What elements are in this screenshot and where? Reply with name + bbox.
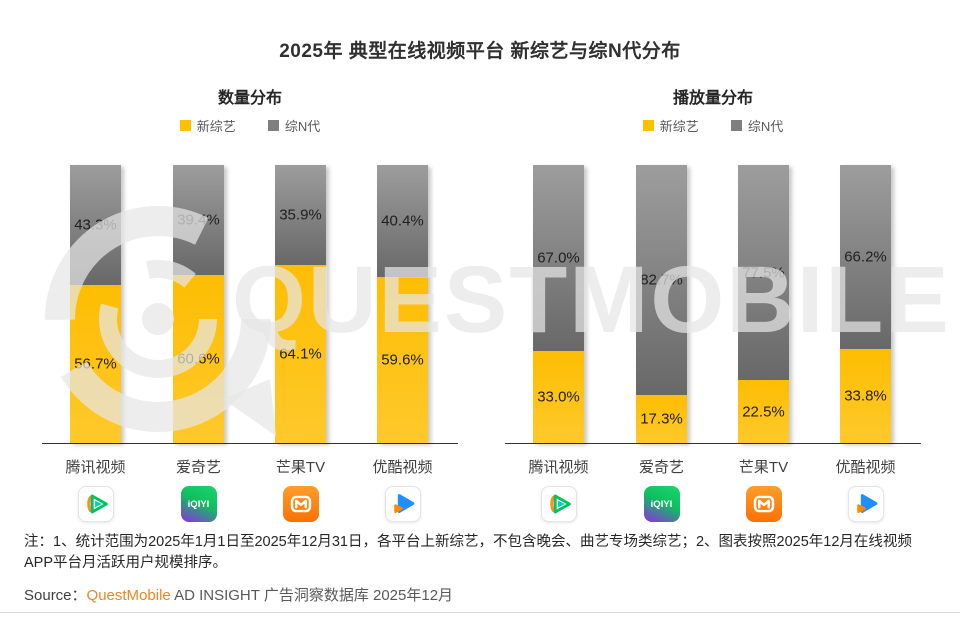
category-label: 优酷视频: [372, 459, 433, 476]
segment-new-variety: 60.6%: [173, 275, 224, 443]
page-title: 2025年 典型在线视频平台 新综艺与综N代分布: [279, 41, 681, 62]
platform-icon-slot: [282, 486, 319, 522]
legend-label: 新综艺: [659, 119, 699, 134]
segment-returning-variety: 39.4%: [173, 165, 224, 275]
segment-new-variety: 64.1%: [275, 265, 326, 443]
stacked-bar-优酷视频: 40.4% 59.6%: [377, 165, 428, 443]
legend-item-new-variety: 新综艺: [179, 116, 236, 135]
segment-value-label: 56.7%: [74, 355, 117, 373]
platform-icon-slot: [847, 486, 884, 522]
source-brand: QuestMobile: [86, 587, 171, 604]
chart-quantity-distribution: 数量分布 新综艺 综N代 43.3% 56.7% 39.4% 60.6% 35.9% 64…: [42, 84, 458, 530]
segment-value-label: 67.0%: [537, 249, 580, 267]
stacked-bar-腾讯视频: 67.0% 33.0%: [533, 165, 584, 443]
segment-value-label: 33.8%: [844, 387, 887, 405]
stacked-bar-腾讯视频: 43.3% 56.7%: [70, 165, 121, 443]
legend-item-returning-variety: 综N代: [267, 116, 321, 135]
platform-icon-slot: [745, 486, 782, 522]
segment-value-label: 17.3%: [640, 410, 683, 428]
category-axis: 腾讯视频 爱奇艺 芒果TV 优酷视频: [42, 456, 458, 476]
youku-icon: [847, 486, 884, 522]
iqiyi-wordmark: iQIYI: [187, 498, 210, 510]
segment-new-variety: 56.7%: [70, 285, 121, 443]
platform-icons-row: iQIYI: [505, 486, 921, 526]
legend: 新综艺 综N代: [505, 116, 921, 135]
youku-icon: [384, 486, 421, 522]
segment-value-label: 33.0%: [537, 388, 580, 406]
footnote: 注：1、统计范围为2025年1月1日至2025年12月31日，各平台上新综艺，不…: [24, 534, 912, 571]
platform-icon-slot: [77, 486, 114, 522]
segment-value-label: 60.6%: [177, 350, 220, 368]
source-prefix: Source：: [24, 587, 87, 604]
segment-value-label: 82.7%: [640, 271, 683, 289]
chart-subtitle: 播放量分布: [672, 90, 753, 107]
platform-icon-slot: [384, 486, 421, 522]
bottom-divider: [0, 612, 960, 613]
plot-area: 67.0% 33.0% 82.7% 17.3% 77.5% 22.5% 66.2% 33.8%: [505, 165, 921, 444]
segment-new-variety: 59.6%: [377, 277, 428, 443]
platform-icon-slot: iQIYI: [643, 486, 680, 522]
segment-returning-variety: 35.9%: [275, 165, 326, 265]
chart-playvolume-distribution: 播放量分布 新综艺 综N代 67.0% 33.0% 82.7% 17.3% 77.5% 2…: [505, 84, 921, 530]
segment-value-label: 43.3%: [74, 216, 117, 234]
stacked-bar-芒果TV: 77.5% 22.5%: [738, 165, 789, 443]
stacked-bar-爱奇艺: 39.4% 60.6%: [173, 165, 224, 443]
stacked-bar-爱奇艺: 82.7% 17.3%: [636, 165, 687, 443]
category-label: 爱奇艺: [638, 459, 685, 476]
source-line: Source：QuestMobile AD INSIGHT 广告洞察数据库 20…: [24, 584, 453, 605]
category-label: 爱奇艺: [175, 459, 222, 476]
platform-icon-slot: [540, 486, 577, 522]
segment-value-label: 66.2%: [844, 248, 887, 266]
segment-returning-variety: 66.2%: [840, 165, 891, 349]
segment-value-label: 39.4%: [177, 211, 220, 229]
segment-new-variety: 17.3%: [636, 395, 687, 443]
mango-tv-icon: [745, 486, 782, 522]
segment-value-label: 40.4%: [381, 212, 424, 230]
segment-value-label: 64.1%: [279, 345, 322, 363]
segment-new-variety: 33.0%: [533, 351, 584, 443]
tencent-video-icon: [77, 486, 114, 522]
iqiyi-icon: iQIYI: [180, 486, 217, 522]
segment-value-label: 77.5%: [742, 264, 785, 281]
segment-returning-variety: 77.5%: [738, 165, 789, 380]
category-label: 芒果TV: [275, 459, 326, 476]
platform-icon-slot: iQIYI: [180, 486, 217, 522]
category-label: 优酷视频: [835, 459, 896, 476]
legend-label: 综N代: [747, 119, 784, 134]
segment-value-label: 59.6%: [381, 351, 424, 369]
chart-subtitle: 数量分布: [217, 90, 282, 107]
segment-returning-variety: 82.7%: [636, 165, 687, 395]
category-label: 芒果TV: [738, 459, 789, 476]
iqiyi-wordmark: iQIYI: [650, 498, 673, 510]
iqiyi-icon: iQIYI: [643, 486, 680, 522]
segment-new-variety: 33.8%: [840, 349, 891, 443]
category-label: 腾讯视频: [65, 459, 126, 476]
legend: 新综艺 综N代: [42, 116, 458, 135]
legend-item-new-variety: 新综艺: [642, 116, 699, 135]
segment-returning-variety: 40.4%: [377, 165, 428, 277]
legend-label: 综N代: [284, 119, 321, 134]
stacked-bar-优酷视频: 66.2% 33.8%: [840, 165, 891, 443]
mango-tv-icon: [282, 486, 319, 522]
legend-swatch-yellow-icon: [179, 120, 191, 131]
legend-swatch-gray-icon: [267, 120, 279, 131]
plot-area: 43.3% 56.7% 39.4% 60.6% 35.9% 64.1% 40.4% 59.6%: [42, 165, 458, 444]
segment-value-label: 22.5%: [742, 403, 785, 420]
legend-swatch-yellow-icon: [642, 120, 654, 131]
tencent-video-icon: [540, 486, 577, 522]
legend-label: 新综艺: [196, 119, 236, 134]
stacked-bar-芒果TV: 35.9% 64.1%: [275, 165, 326, 443]
legend-item-returning-variety: 综N代: [730, 116, 784, 135]
category-label: 腾讯视频: [528, 459, 589, 476]
category-axis: 腾讯视频 爱奇艺 芒果TV 优酷视频: [505, 456, 921, 476]
source-rest: AD INSIGHT 广告洞察数据库 2025年12月: [170, 587, 454, 604]
segment-returning-variety: 43.3%: [70, 165, 121, 285]
segment-returning-variety: 67.0%: [533, 165, 584, 351]
segment-new-variety: 22.5%: [738, 380, 789, 443]
legend-swatch-gray-icon: [730, 120, 742, 131]
platform-icons-row: iQIYI: [42, 486, 458, 526]
segment-value-label: 35.9%: [279, 206, 322, 224]
